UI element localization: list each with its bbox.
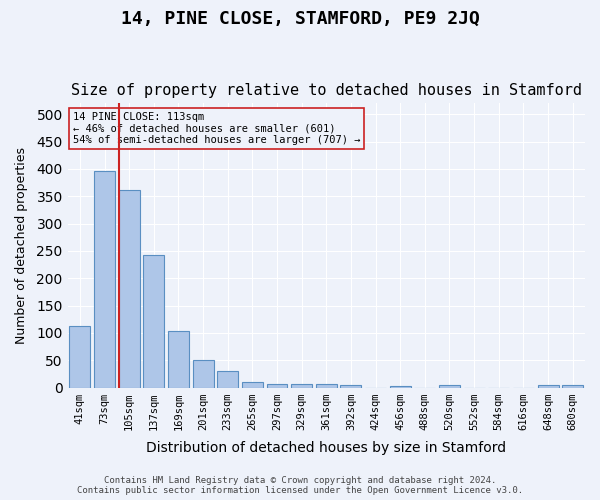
Bar bbox=[94, 170, 115, 388]
Text: 14, PINE CLOSE, STAMFORD, PE9 2JQ: 14, PINE CLOSE, STAMFORD, PE9 2JQ bbox=[121, 10, 479, 28]
Bar bbox=[217, 371, 238, 388]
Bar bbox=[390, 386, 410, 388]
Bar bbox=[266, 384, 287, 388]
X-axis label: Distribution of detached houses by size in Stamford: Distribution of detached houses by size … bbox=[146, 441, 506, 455]
Bar bbox=[562, 386, 583, 388]
Bar bbox=[439, 386, 460, 388]
Bar bbox=[291, 384, 312, 388]
Text: 14 PINE CLOSE: 113sqm
← 46% of detached houses are smaller (601)
54% of semi-det: 14 PINE CLOSE: 113sqm ← 46% of detached … bbox=[73, 112, 360, 145]
Bar bbox=[70, 326, 91, 388]
Y-axis label: Number of detached properties: Number of detached properties bbox=[15, 147, 28, 344]
Bar bbox=[340, 386, 361, 388]
Text: Contains HM Land Registry data © Crown copyright and database right 2024.
Contai: Contains HM Land Registry data © Crown c… bbox=[77, 476, 523, 495]
Bar bbox=[316, 384, 337, 388]
Bar bbox=[538, 386, 559, 388]
Bar bbox=[143, 254, 164, 388]
Title: Size of property relative to detached houses in Stamford: Size of property relative to detached ho… bbox=[71, 83, 582, 98]
Bar bbox=[168, 330, 189, 388]
Bar bbox=[242, 382, 263, 388]
Bar bbox=[193, 360, 214, 388]
Bar bbox=[119, 190, 140, 388]
